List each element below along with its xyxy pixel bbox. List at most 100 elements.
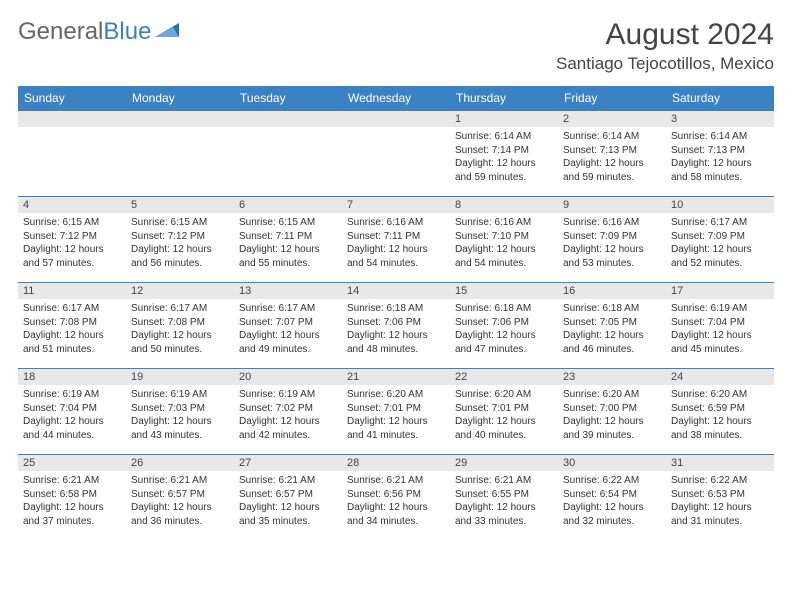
location-subtitle: Santiago Tejocotillos, Mexico xyxy=(556,54,774,74)
sunset-line: Sunset: 6:58 PM xyxy=(23,488,121,502)
sunset-line: Sunset: 7:01 PM xyxy=(347,402,445,416)
daylight-line: Daylight: 12 hours and 48 minutes. xyxy=(347,329,445,356)
calendar-cell: 11Sunrise: 6:17 AMSunset: 7:08 PMDayligh… xyxy=(18,282,126,368)
sunrise-line: Sunrise: 6:18 AM xyxy=(347,302,445,316)
day-details: Sunrise: 6:21 AMSunset: 6:58 PMDaylight:… xyxy=(18,471,126,532)
sunset-line: Sunset: 7:11 PM xyxy=(347,230,445,244)
daylight-line: Daylight: 12 hours and 31 minutes. xyxy=(671,501,769,528)
day-details: Sunrise: 6:22 AMSunset: 6:53 PMDaylight:… xyxy=(666,471,774,532)
sunset-line: Sunset: 7:09 PM xyxy=(671,230,769,244)
daylight-line: Daylight: 12 hours and 47 minutes. xyxy=(455,329,553,356)
sunset-line: Sunset: 7:01 PM xyxy=(455,402,553,416)
day-number: 24 xyxy=(666,368,774,385)
sunset-line: Sunset: 7:14 PM xyxy=(455,144,553,158)
calendar-cell xyxy=(234,110,342,196)
day-number: 9 xyxy=(558,196,666,213)
sunrise-line: Sunrise: 6:17 AM xyxy=(131,302,229,316)
day-details: Sunrise: 6:19 AMSunset: 7:03 PMDaylight:… xyxy=(126,385,234,446)
day-number: 21 xyxy=(342,368,450,385)
day-number: 5 xyxy=(126,196,234,213)
day-details: Sunrise: 6:20 AMSunset: 7:01 PMDaylight:… xyxy=(450,385,558,446)
day-number: 1 xyxy=(450,110,558,127)
sunset-line: Sunset: 7:06 PM xyxy=(455,316,553,330)
daylight-line: Daylight: 12 hours and 34 minutes. xyxy=(347,501,445,528)
day-number: 22 xyxy=(450,368,558,385)
sunset-line: Sunset: 6:53 PM xyxy=(671,488,769,502)
sunrise-line: Sunrise: 6:20 AM xyxy=(563,388,661,402)
day-details: Sunrise: 6:18 AMSunset: 7:05 PMDaylight:… xyxy=(558,299,666,360)
sunrise-line: Sunrise: 6:21 AM xyxy=(239,474,337,488)
sunrise-line: Sunrise: 6:21 AM xyxy=(347,474,445,488)
daylight-line: Daylight: 12 hours and 45 minutes. xyxy=(671,329,769,356)
sunset-line: Sunset: 6:55 PM xyxy=(455,488,553,502)
calendar-cell: 22Sunrise: 6:20 AMSunset: 7:01 PMDayligh… xyxy=(450,368,558,454)
sunrise-line: Sunrise: 6:15 AM xyxy=(23,216,121,230)
day-details: Sunrise: 6:14 AMSunset: 7:13 PMDaylight:… xyxy=(558,127,666,188)
calendar-cell: 21 Sunrise: 6:20 AMSunset: 7:01 PMDayligh… xyxy=(342,368,450,454)
daylight-line: Daylight: 12 hours and 38 minutes. xyxy=(671,415,769,442)
day-details: Sunrise: 6:17 AMSunset: 7:08 PMDaylight:… xyxy=(126,299,234,360)
calendar-cell: 26Sunrise: 6:21 AMSunset: 6:57 PMDayligh… xyxy=(126,454,234,540)
sunset-line: Sunset: 7:05 PM xyxy=(563,316,661,330)
daylight-line: Daylight: 12 hours and 37 minutes. xyxy=(23,501,121,528)
calendar-cell xyxy=(126,110,234,196)
sunrise-line: Sunrise: 6:14 AM xyxy=(563,130,661,144)
daylight-line: Daylight: 12 hours and 41 minutes. xyxy=(347,415,445,442)
calendar-cell: 2Sunrise: 6:14 AMSunset: 7:13 PMDaylight… xyxy=(558,110,666,196)
day-details: Sunrise: 6:18 AMSunset: 7:06 PMDaylight:… xyxy=(342,299,450,360)
day-details: Sunrise: 6:16 AMSunset: 7:10 PMDaylight:… xyxy=(450,213,558,274)
day-number: 16 xyxy=(558,282,666,299)
daylight-line: Daylight: 12 hours and 55 minutes. xyxy=(239,243,337,270)
sunset-line: Sunset: 7:03 PM xyxy=(131,402,229,416)
sunrise-line: Sunrise: 6:16 AM xyxy=(455,216,553,230)
sunrise-line: Sunrise: 6:21 AM xyxy=(23,474,121,488)
day-number: 2 xyxy=(558,110,666,127)
calendar-cell: 4Sunrise: 6:15 AMSunset: 7:12 PMDaylight… xyxy=(18,196,126,282)
calendar-cell: 20Sunrise: 6:19 AMSunset: 7:02 PMDayligh… xyxy=(234,368,342,454)
sunset-line: Sunset: 6:59 PM xyxy=(671,402,769,416)
daylight-line: Daylight: 12 hours and 43 minutes. xyxy=(131,415,229,442)
day-number: 28 xyxy=(342,454,450,471)
day-details: Sunrise: 6:19 AMSunset: 7:02 PMDaylight:… xyxy=(234,385,342,446)
calendar-cell: 18Sunrise: 6:19 AMSunset: 7:04 PMDayligh… xyxy=(18,368,126,454)
day-number: 10 xyxy=(666,196,774,213)
calendar-cell xyxy=(342,110,450,196)
sunrise-line: Sunrise: 6:16 AM xyxy=(563,216,661,230)
sunrise-line: Sunrise: 6:15 AM xyxy=(131,216,229,230)
day-details: Sunrise: 6:15 AMSunset: 7:12 PMDaylight:… xyxy=(18,213,126,274)
sunset-line: Sunset: 7:12 PM xyxy=(23,230,121,244)
day-header: Friday xyxy=(558,86,666,110)
sunrise-line: Sunrise: 6:22 AM xyxy=(563,474,661,488)
sunrise-line: Sunrise: 6:19 AM xyxy=(239,388,337,402)
day-number: 14 xyxy=(342,282,450,299)
sunset-line: Sunset: 7:07 PM xyxy=(239,316,337,330)
sunrise-line: Sunrise: 6:16 AM xyxy=(347,216,445,230)
calendar-cell: 1Sunrise: 6:14 AMSunset: 7:14 PMDaylight… xyxy=(450,110,558,196)
sunrise-line: Sunrise: 6:20 AM xyxy=(455,388,553,402)
day-header: Wednesday xyxy=(342,86,450,110)
daylight-line: Daylight: 12 hours and 54 minutes. xyxy=(455,243,553,270)
brand-part2: Blue xyxy=(103,18,151,46)
sunrise-line: Sunrise: 6:20 AM xyxy=(347,388,445,402)
day-details: Sunrise: 6:16 AMSunset: 7:09 PMDaylight:… xyxy=(558,213,666,274)
sunrise-line: Sunrise: 6:18 AM xyxy=(563,302,661,316)
day-header: Sunday xyxy=(18,86,126,110)
daylight-line: Daylight: 12 hours and 35 minutes. xyxy=(239,501,337,528)
day-details: Sunrise: 6:14 AMSunset: 7:14 PMDaylight:… xyxy=(450,127,558,188)
day-number: 31 xyxy=(666,454,774,471)
day-number xyxy=(126,110,234,127)
calendar-week: 4Sunrise: 6:15 AMSunset: 7:12 PMDaylight… xyxy=(18,196,774,282)
sunrise-line: Sunrise: 6:14 AM xyxy=(671,130,769,144)
day-details: Sunrise: 6:15 AMSunset: 7:11 PMDaylight:… xyxy=(234,213,342,274)
calendar-cell: 29Sunrise: 6:21 AMSunset: 6:55 PMDayligh… xyxy=(450,454,558,540)
calendar-cell: 31Sunrise: 6:22 AMSunset: 6:53 PMDayligh… xyxy=(666,454,774,540)
calendar-week: 1Sunrise: 6:14 AMSunset: 7:14 PMDaylight… xyxy=(18,110,774,196)
daylight-line: Daylight: 12 hours and 42 minutes. xyxy=(239,415,337,442)
calendar-cell: 3Sunrise: 6:14 AMSunset: 7:13 PMDaylight… xyxy=(666,110,774,196)
calendar-cell: 13Sunrise: 6:17 AMSunset: 7:07 PMDayligh… xyxy=(234,282,342,368)
daylight-line: Daylight: 12 hours and 58 minutes. xyxy=(671,157,769,184)
sunrise-line: Sunrise: 6:22 AM xyxy=(671,474,769,488)
daylight-line: Daylight: 12 hours and 39 minutes. xyxy=(563,415,661,442)
day-details: Sunrise: 6:19 AMSunset: 7:04 PMDaylight:… xyxy=(666,299,774,360)
calendar-cell: 30Sunrise: 6:22 AMSunset: 6:54 PMDayligh… xyxy=(558,454,666,540)
